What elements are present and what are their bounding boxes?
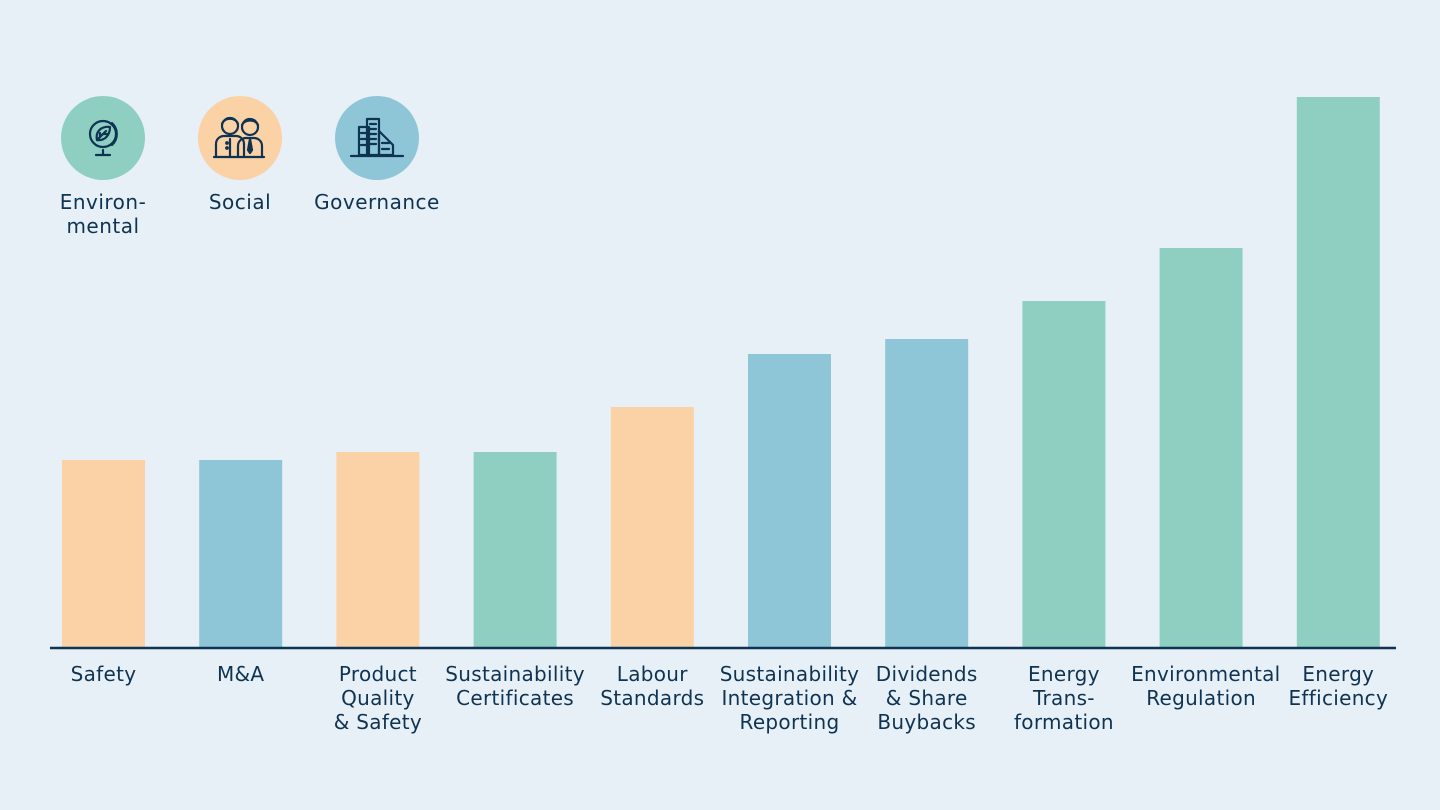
bar-energy-trans-formation	[1022, 301, 1106, 648]
bar-sustainability-certificates	[473, 452, 557, 648]
bars-group	[62, 97, 1380, 648]
category-label-product-quality-safety: Product Quality & Safety	[333, 662, 423, 734]
bar-environmental-regulation	[1159, 248, 1243, 648]
category-label-sustainability-certificates: Sustainability Certificates	[445, 662, 585, 710]
bar-sustainability-integration-reporting	[748, 354, 831, 648]
legend-item-social: Social	[165, 96, 315, 214]
people-icon	[198, 96, 282, 180]
bar-labour-standards	[610, 407, 694, 648]
office-building-icon	[335, 96, 419, 180]
category-label-energy-transformation: Energy Trans- formation	[1013, 662, 1114, 734]
category-label-dividends-share-buybacks: Dividends & Share Buybacks	[875, 662, 978, 734]
globe-leaf-icon	[61, 96, 145, 180]
bar-product-quality-safety	[336, 452, 420, 648]
category-label-m-and-a: M&A	[216, 662, 265, 686]
legend: Environ- mental Social	[0, 96, 1440, 256]
bar-m-a	[199, 460, 283, 648]
category-label-environmental-regulation: Environmental Regulation	[1131, 662, 1281, 710]
legend-label-environmental: Environ- mental	[59, 190, 147, 238]
bar-energy-efficiency	[1296, 97, 1380, 648]
category-label-safety: Safety	[70, 662, 137, 686]
category-label-sustainability-integration-reporting: Sustainability Integration & Reporting	[719, 662, 860, 734]
legend-label-governance: Governance	[314, 190, 440, 214]
category-label-energy-efficiency: Energy Efficiency	[1288, 662, 1389, 710]
legend-label-social: Social	[208, 190, 272, 214]
legend-item-governance: Governance	[302, 96, 452, 214]
legend-item-environmental: Environ- mental	[28, 96, 178, 238]
bar-dividends-share-buybacks	[885, 339, 969, 648]
category-label-labour-standards: Labour Standards	[600, 662, 705, 710]
bar-safety	[62, 460, 145, 648]
